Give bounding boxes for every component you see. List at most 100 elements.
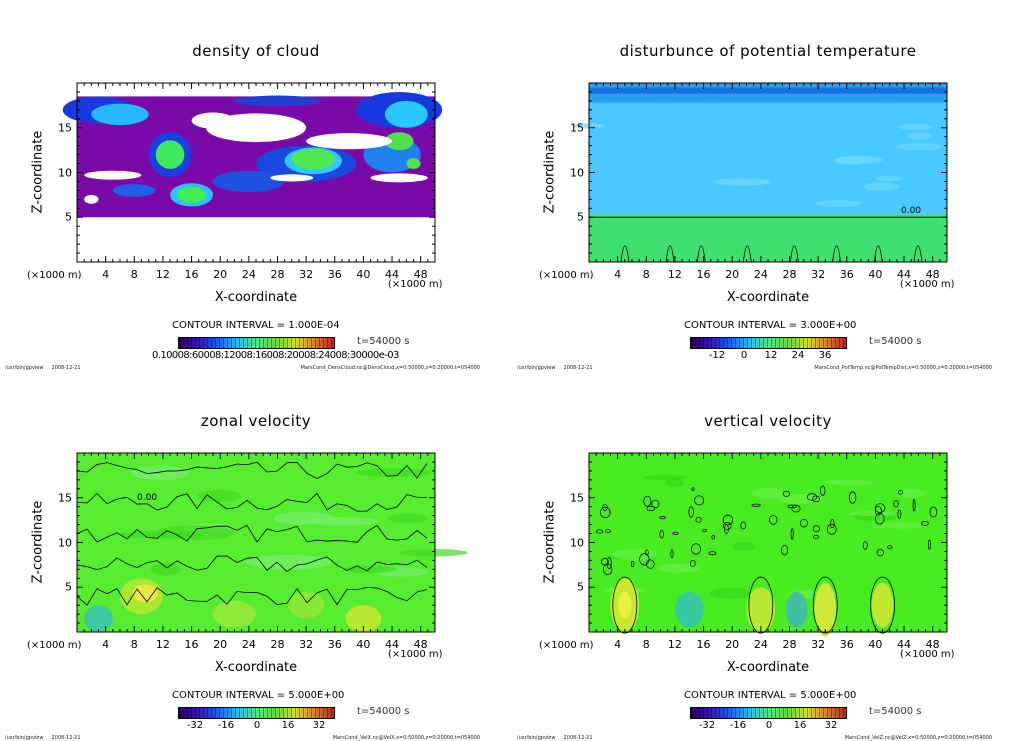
field-blob: [91, 103, 149, 126]
y-unit-label: (×1000 m): [27, 640, 82, 651]
x-tick-label: 24: [753, 268, 768, 281]
contour-line: [913, 245, 923, 263]
contour-line: [921, 521, 929, 526]
colorbar-label: 0: [765, 720, 773, 731]
x-tick-label: 24: [241, 638, 256, 651]
footer-date: 2008-12-21: [51, 365, 81, 371]
contour-line: [929, 506, 938, 518]
contour-line: [874, 503, 886, 513]
contour-line: [76, 492, 428, 512]
contour-interval: CONTOUR INTERVAL = 1.000E-04: [172, 320, 340, 331]
contour-line: [696, 245, 706, 263]
x-tick-label: 4: [614, 268, 622, 281]
plot-panel: vertical velocity 4 8 12 16 20 24 28 32 36 40 44 48 5…: [512, 370, 1024, 741]
contour-line: [830, 519, 835, 529]
field-blob: [196, 489, 242, 502]
field-blob: [384, 132, 414, 151]
footer-program: /usr/bin/gpview: [517, 365, 556, 371]
field-band: [589, 87, 947, 94]
x-tick-label: 12: [155, 268, 170, 281]
field-blob: [713, 178, 772, 186]
field-blob: [306, 517, 378, 526]
x-tick-label: 8: [130, 638, 138, 651]
colorbar-label: -32: [186, 720, 204, 731]
field-blob: [814, 582, 837, 637]
contour-line: [876, 548, 884, 557]
field-blob: [665, 477, 684, 488]
colorbar-label: 16: [793, 720, 807, 731]
plot-area: 0.00: [573, 82, 948, 263]
contour-line: [646, 505, 656, 512]
time-label: t=54000 s: [869, 336, 922, 347]
field-blob: [746, 587, 776, 632]
contour-line: [630, 560, 635, 568]
contour-line: [691, 543, 701, 555]
y-unit-label: (×1000 m): [27, 270, 82, 281]
time-label: t=54000 s: [357, 336, 410, 347]
x-tick-label: 20: [213, 638, 228, 651]
y-tick-label: 10: [58, 166, 72, 179]
colorbar: [690, 337, 847, 349]
field-blob: [824, 479, 875, 486]
contour-line: [600, 506, 611, 519]
footer-program: /usr/bin/gpview: [517, 735, 556, 741]
contour-line: [688, 506, 694, 518]
field-blob: [246, 554, 332, 570]
y-tick-label: 10: [570, 166, 584, 179]
contour-line: [711, 535, 716, 540]
y-tick-label: 5: [65, 210, 72, 224]
colorbar: [178, 707, 335, 719]
contour-line: [644, 549, 649, 556]
contour-line: [612, 576, 638, 634]
contour-interval: CONTOUR INTERVAL = 5.000E+00: [684, 690, 857, 701]
heatmap-field: [573, 82, 948, 263]
colorbar: [690, 707, 847, 719]
chart-title: disturbunce of potential temperature: [619, 42, 917, 60]
contour-line: [820, 485, 826, 496]
field-blob: [288, 591, 325, 619]
contour-line: [870, 576, 895, 634]
field-blob: [863, 182, 899, 191]
contour-line: [722, 514, 734, 526]
contour-line: [862, 540, 868, 550]
x-axis-label: X-coordinate: [214, 290, 298, 305]
plot-area: [62, 82, 443, 263]
field-blob: [343, 565, 398, 574]
x-axis-label: X-coordinate: [726, 290, 810, 305]
y-axis-label: Z-coordinate: [30, 130, 46, 214]
x-tick-label: 44: [897, 268, 912, 281]
contour-line: [912, 498, 916, 512]
x-tick-label: 36: [839, 638, 854, 651]
footer-source: MarsCond_VelX.nc@VelX,x=0:50000,z=0:2000…: [332, 735, 480, 741]
footer-left: /usr/bin/gpview 2008-12-21: [517, 365, 593, 371]
contour-line: [791, 504, 801, 513]
contour-line: [708, 551, 717, 556]
x-tick-label: 32: [299, 638, 314, 651]
field-gap: [84, 170, 142, 180]
x-tick-label: 36: [327, 638, 342, 651]
field-blob: [399, 548, 468, 557]
field-gap: [370, 173, 428, 183]
field-blob: [131, 465, 190, 481]
plot-panel: zonal velocity 0.00 4 8 12 16 20 24 28 32 36 40 44 48…: [0, 370, 512, 741]
colorbar-labels: 0.10008:60008:12008:16008:20008:24008:30…: [152, 350, 399, 361]
colorbar-label: 32: [824, 720, 838, 731]
y-tick-label: 5: [65, 580, 72, 594]
contour-line: [724, 524, 729, 534]
contour-line: [596, 529, 604, 534]
chart-title: zonal velocity: [200, 412, 312, 430]
contour-line: [781, 544, 789, 556]
heatmap-field: [62, 82, 443, 263]
x-unit-label: (×1000 m): [388, 649, 443, 660]
contour-line: [799, 518, 808, 528]
contour-line: [691, 487, 695, 492]
colorbar-label: -16: [729, 720, 747, 731]
field-blob: [384, 100, 428, 128]
field-blob: [835, 155, 884, 164]
field-blob: [658, 563, 700, 573]
x-tick-label: 48: [413, 268, 428, 281]
footer-source: MarsCond_PotTemp.nc@PotTempDist,x=0:5000…: [814, 365, 992, 371]
field-blob: [356, 468, 432, 478]
x-tick-label: 12: [155, 638, 170, 651]
contour-line: [76, 461, 428, 479]
